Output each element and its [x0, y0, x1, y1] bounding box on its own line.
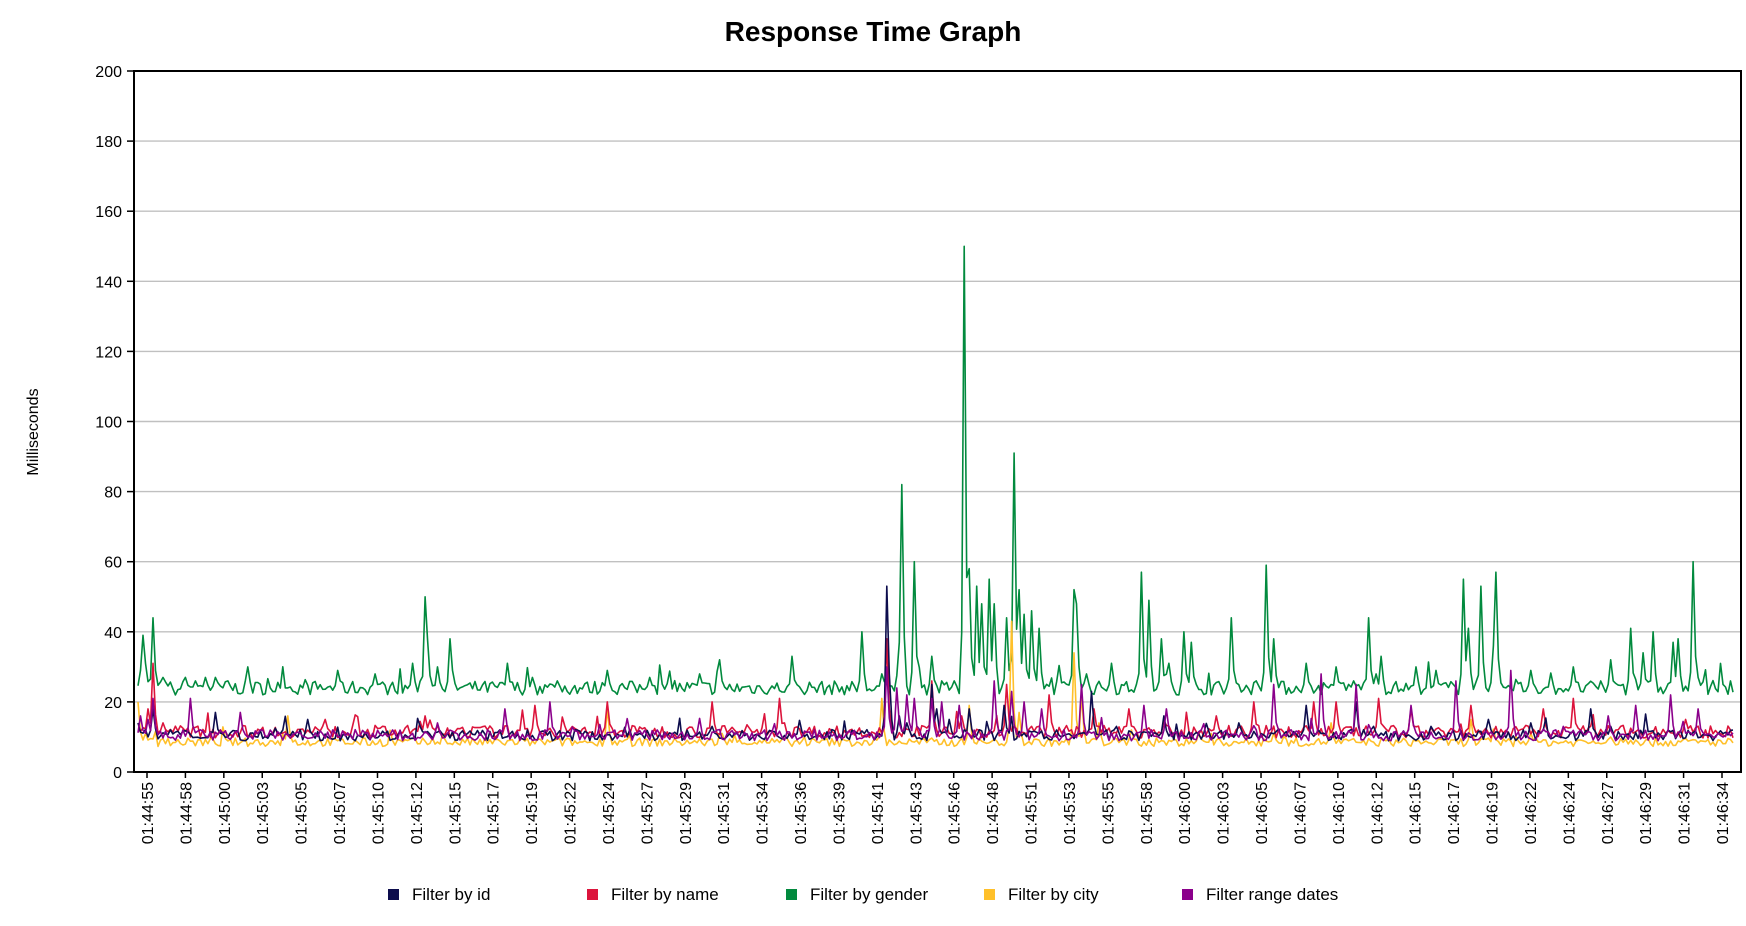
- x-tick-label: 01:46:19: [1485, 782, 1502, 844]
- x-tick-label: 01:45:31: [716, 782, 733, 844]
- x-tick-label: 01:46:05: [1254, 782, 1271, 844]
- y-tick-label: 0: [113, 765, 122, 782]
- y-tick-label: 80: [104, 485, 122, 502]
- x-tick-label: 01:45:19: [524, 782, 541, 844]
- x-tick-label: 01:45:00: [217, 782, 234, 844]
- x-tick-label: 01:45:34: [755, 782, 772, 844]
- x-tick-label: 01:45:48: [985, 782, 1002, 844]
- x-tick-label: 01:45:05: [294, 782, 311, 844]
- x-tick-label: 01:45:10: [370, 782, 387, 844]
- legend: Filter by id Filter by name Filter by gend…: [388, 885, 1338, 904]
- legend-label: Filter by city: [1008, 885, 1099, 904]
- x-tick-label: 01:46:07: [1292, 782, 1309, 844]
- y-tick-label: 100: [95, 415, 122, 432]
- x-tick-label: 01:45:07: [332, 782, 349, 844]
- y-tick-label: 60: [104, 555, 122, 572]
- x-tick-label: 01:46:31: [1677, 782, 1694, 844]
- legend-swatch: [1182, 889, 1193, 900]
- x-tick-label: 01:45:15: [447, 782, 464, 844]
- x-tick-label: 01:46:12: [1369, 782, 1386, 844]
- x-tick-label: 01:46:27: [1600, 782, 1617, 844]
- legend-swatch: [388, 889, 399, 900]
- y-tick-label: 120: [95, 344, 122, 361]
- x-tick-label: 01:45:51: [1024, 782, 1041, 844]
- x-tick-label: 01:45:53: [1062, 782, 1079, 844]
- series-line-0: [137, 585, 1734, 742]
- x-tick-label: 01:45:36: [793, 782, 810, 844]
- x-tick-label: 01:44:55: [140, 782, 157, 844]
- x-tick-label: 01:46:29: [1638, 782, 1655, 844]
- x-tick-label: 01:45:17: [486, 782, 503, 844]
- x-tick-label: 01:46:34: [1715, 782, 1732, 844]
- x-tick-label: 01:45:43: [908, 782, 925, 844]
- chart-title: Response Time Graph: [725, 16, 1022, 47]
- x-tick-label: 01:46:22: [1523, 782, 1540, 844]
- legend-swatch: [786, 889, 797, 900]
- series-line-2: [137, 245, 1734, 696]
- x-tick-label: 01:45:41: [870, 782, 887, 844]
- legend-swatch: [984, 889, 995, 900]
- series-line-3: [137, 620, 1734, 748]
- x-tick-label: 01:46:15: [1408, 782, 1425, 844]
- x-tick-label: 01:45:55: [1100, 782, 1117, 844]
- y-tick-label: 180: [95, 134, 122, 151]
- x-tick-label: 01:45:27: [639, 782, 656, 844]
- legend-swatch: [587, 889, 598, 900]
- legend-label: Filter by id: [412, 885, 490, 904]
- x-tick-label: 01:46:03: [1216, 782, 1233, 844]
- y-axis-label: Milliseconds: [25, 388, 42, 475]
- series-lines: [137, 245, 1734, 748]
- x-axis-ticks: 01:44:55 01:44:58 01:45:00 01:45:03 01:45:05…: [140, 772, 1732, 844]
- x-tick-label: 01:46:10: [1331, 782, 1348, 844]
- x-tick-label: 01:45:12: [409, 782, 426, 844]
- x-tick-label: 01:45:29: [678, 782, 695, 844]
- y-tick-label: 20: [104, 695, 122, 712]
- x-tick-label: 01:45:03: [255, 782, 272, 844]
- x-tick-label: 01:46:00: [1177, 782, 1194, 844]
- x-tick-label: 01:45:22: [563, 782, 580, 844]
- gridlines: [134, 140, 1741, 703]
- x-tick-label: 01:45:39: [831, 782, 848, 844]
- x-tick-label: 01:45:46: [947, 782, 964, 844]
- legend-label: Filter range dates: [1206, 885, 1338, 904]
- legend-label: Filter by gender: [810, 885, 928, 904]
- series-line-1: [137, 638, 1734, 739]
- y-tick-label: 200: [95, 64, 122, 81]
- x-tick-label: 01:45:58: [1139, 782, 1156, 844]
- y-tick-label: 140: [95, 274, 122, 291]
- x-tick-label: 01:46:17: [1446, 782, 1463, 844]
- y-tick-label: 40: [104, 625, 122, 642]
- legend-label: Filter by name: [611, 885, 719, 904]
- x-tick-label: 01:46:24: [1561, 782, 1578, 844]
- x-tick-label: 01:45:24: [601, 782, 618, 844]
- y-tick-label: 160: [95, 204, 122, 221]
- x-tick-label: 01:44:58: [178, 782, 195, 844]
- y-axis-ticks: 0 20 40 60 80 100 120 140 160 180 200: [95, 64, 134, 782]
- series-line-4: [137, 666, 1734, 742]
